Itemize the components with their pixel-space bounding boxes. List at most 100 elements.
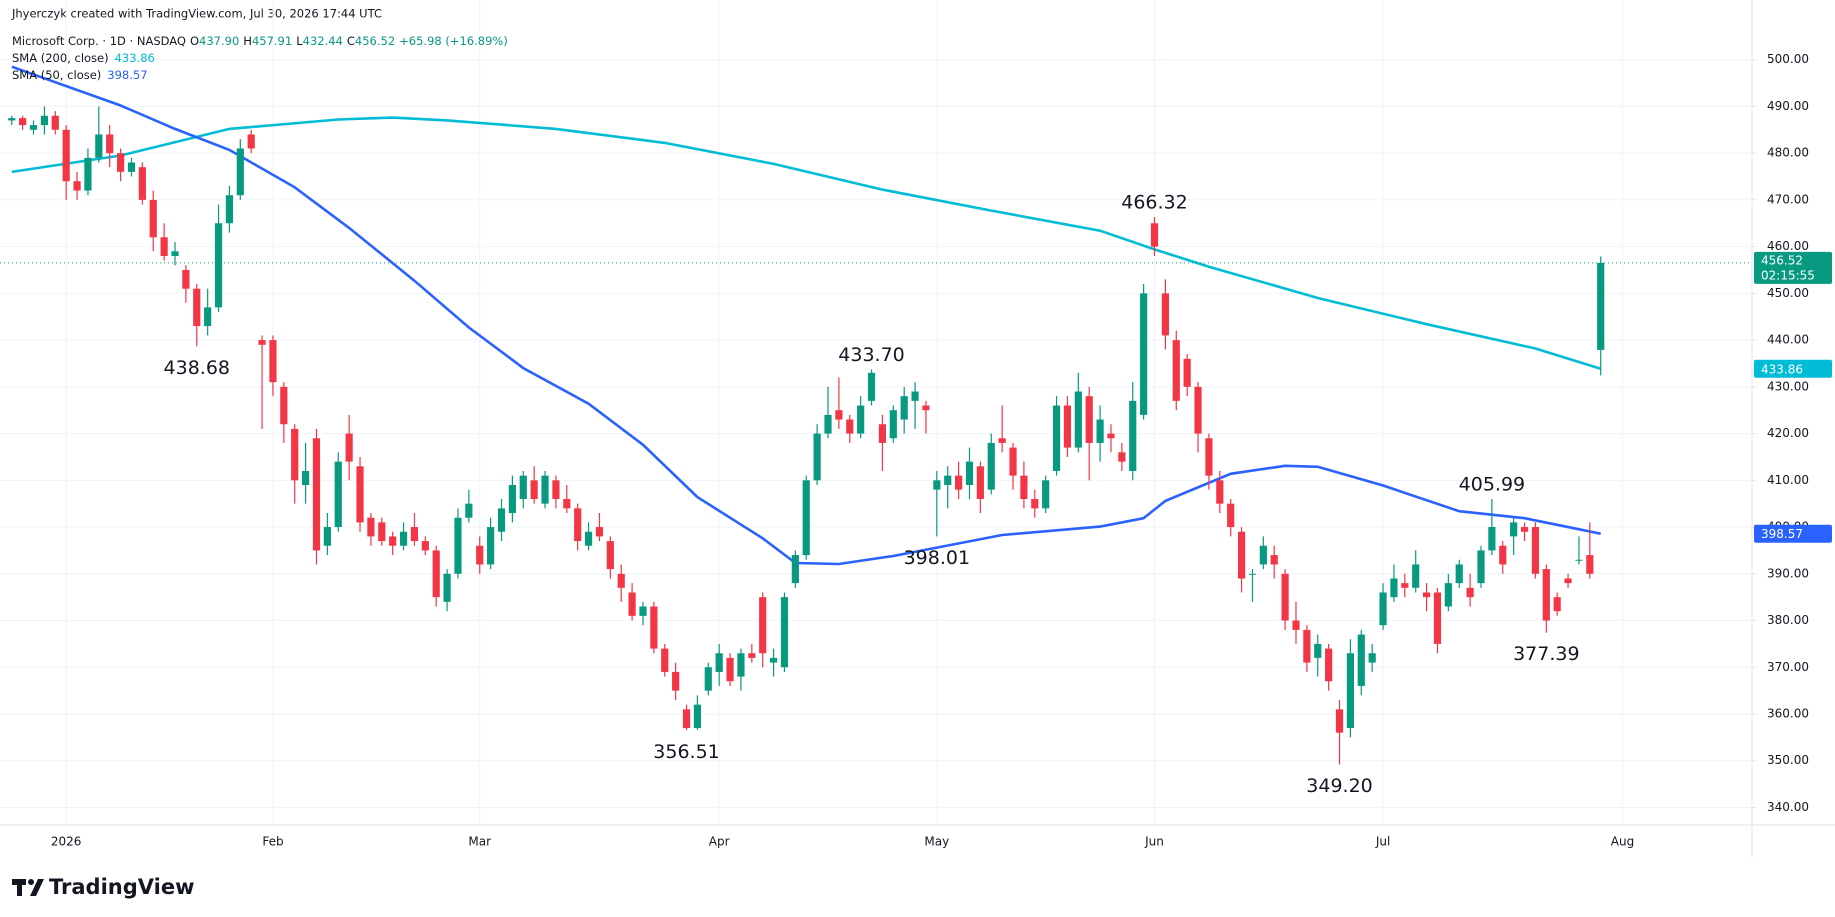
price-annotation: 433.70: [838, 344, 904, 366]
candle-body: [476, 545, 484, 565]
sma-value: 433.86: [115, 51, 155, 65]
candle-body: [846, 419, 854, 434]
candle-body: [1455, 564, 1463, 584]
candle-body: [693, 704, 701, 729]
candle-body: [1107, 433, 1115, 439]
candle-body: [116, 153, 125, 172]
candle-body: [1216, 480, 1224, 504]
candle-body: [1564, 578, 1572, 584]
candle-body: [584, 531, 593, 546]
candle-body: [650, 606, 658, 649]
candle-body: [998, 438, 1006, 443]
candle-body: [1433, 592, 1442, 644]
ohlc-key: H: [243, 34, 252, 48]
sma-value: 398.57: [107, 68, 147, 82]
candle-body: [1357, 634, 1365, 686]
price-annotation: 398.01: [904, 547, 970, 569]
candle-body: [106, 134, 114, 154]
sma-legend: SMA (50, close) 398.57: [12, 68, 148, 82]
brand: TradingView: [49, 875, 194, 899]
y-tick-label: 380.00: [1767, 613, 1809, 627]
candle-body: [334, 461, 342, 528]
candle-body: [1183, 358, 1191, 387]
candle-body: [639, 606, 647, 616]
candle-body: [541, 475, 549, 504]
candle-body: [813, 433, 821, 481]
candle-body: [312, 438, 321, 551]
x-tick-label: May: [924, 835, 949, 849]
candle-body: [487, 527, 495, 565]
price-tag: [1754, 251, 1832, 284]
candle-body: [563, 499, 571, 509]
candle-body: [1477, 550, 1485, 584]
candle-body: [1303, 629, 1311, 663]
candle-body: [900, 396, 908, 420]
candle-body: [389, 536, 397, 546]
candle-body: [1194, 386, 1202, 434]
candle-body: [1412, 564, 1420, 588]
candle-body: [628, 592, 636, 616]
ohlc-value: 437.90: [199, 34, 239, 48]
y-tick-label: 410.00: [1767, 473, 1809, 487]
candle-body: [867, 372, 876, 401]
sma-name: SMA (200, close): [12, 51, 109, 65]
candle-body: [1172, 340, 1180, 401]
candle-body: [1597, 262, 1605, 350]
candle-body: [1118, 452, 1126, 462]
sma-legend: SMA (200, close) 433.86: [12, 51, 155, 65]
candle-body: [824, 414, 832, 434]
candle-body: [356, 466, 364, 523]
candle-body: [1390, 578, 1398, 598]
x-tick-label: Jun: [1144, 835, 1164, 849]
candle-body: [1259, 545, 1267, 565]
sma-name: SMA (50, close): [12, 68, 101, 82]
candle-body: [1422, 592, 1431, 598]
y-tick-label: 360.00: [1767, 706, 1809, 720]
ohlc-value: 456.52: [355, 34, 395, 48]
candle-body: [715, 653, 723, 672]
candle-body: [737, 653, 745, 677]
candle-body: [1314, 643, 1322, 658]
candle-body: [269, 340, 277, 383]
candle-body: [302, 470, 310, 485]
ohlc-key: L: [296, 34, 303, 48]
candle-body: [1292, 620, 1300, 630]
candle-body: [530, 480, 538, 500]
candle-body: [933, 480, 941, 490]
candle-body: [214, 223, 223, 308]
candle-body: [748, 653, 756, 658]
candle-body: [171, 251, 179, 256]
price-tag-label: 433.86: [1761, 362, 1803, 376]
candle-body: [857, 405, 865, 434]
candle-body: [617, 573, 625, 588]
candle-body: [1466, 587, 1474, 598]
sma-line: [11, 65, 1601, 566]
countdown: 02:15:55: [1761, 268, 1815, 282]
candle-body: [1401, 583, 1409, 588]
candle-body: [62, 129, 70, 182]
y-tick-label: 470.00: [1767, 192, 1809, 206]
candle-body: [759, 597, 767, 654]
y-tick-label: 440.00: [1767, 333, 1809, 347]
price-tag: [1754, 524, 1832, 543]
price-annotation: 377.39: [1513, 643, 1579, 665]
candle-body: [160, 237, 168, 256]
candle-body: [1325, 648, 1333, 682]
candle-body: [1335, 709, 1344, 733]
candle-body: [1063, 405, 1072, 448]
candle-body: [399, 531, 408, 546]
candle-body: [508, 484, 516, 514]
candle-body: [1140, 293, 1148, 415]
candle-body: [19, 118, 27, 126]
candle-body: [1150, 223, 1159, 247]
candle-body: [1205, 438, 1213, 476]
price-annotation: 466.32: [1121, 192, 1187, 214]
candle-body: [552, 480, 560, 500]
candle-body: [976, 466, 984, 500]
x-tick-label: Feb: [262, 835, 283, 849]
candle-body: [1531, 527, 1540, 574]
price-annotation: 349.20: [1306, 775, 1372, 797]
candle-body: [367, 517, 375, 537]
candle-body: [127, 162, 136, 172]
candle-body: [1020, 475, 1028, 500]
